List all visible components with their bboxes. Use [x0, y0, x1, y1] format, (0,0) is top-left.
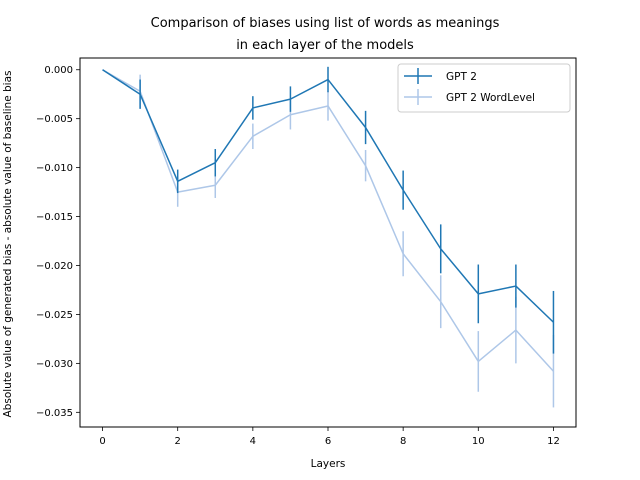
chart-title-line-2: in each layer of the models	[236, 38, 414, 53]
chart-title: Comparison of biases using list of words…	[151, 16, 500, 53]
y-tick-label: −0.025	[36, 310, 73, 321]
y-tick-label: −0.020	[36, 261, 73, 272]
series-layer	[102, 66, 555, 408]
x-tick-label: 10	[472, 436, 485, 447]
x-tick-label: 0	[99, 436, 105, 447]
x-tick-label: 2	[175, 436, 181, 447]
y-tick-label: −0.030	[36, 359, 73, 370]
legend-box	[397, 63, 571, 113]
legend-label-gpt2-wordlevel: GPT 2 WordLevel	[446, 92, 535, 104]
y-tick-label: 0.000	[44, 65, 73, 76]
x-axis-label: Layers	[311, 458, 346, 470]
y-tick-label: −0.035	[36, 408, 73, 419]
y-axis-label: Absolute value of generated bias - absol…	[2, 71, 14, 418]
legend: GPT 2 GPT 2 WordLevel	[397, 63, 571, 113]
x-axis: 0 2 4 6 8 10 12	[99, 427, 560, 447]
x-tick-label: 12	[547, 436, 560, 447]
y-tick-label: −0.015	[36, 212, 73, 223]
chart-title-line-1: Comparison of biases using list of words…	[151, 16, 500, 31]
y-axis: 0.000 −0.005 −0.010 −0.015 −0.020 −0.025 −0.03…	[36, 65, 80, 419]
legend-label-gpt2: GPT 2	[446, 71, 477, 83]
x-tick-label: 8	[400, 436, 406, 447]
series-gpt-2	[102, 66, 555, 354]
x-tick-label: 6	[325, 436, 331, 447]
y-tick-label: −0.010	[36, 163, 73, 174]
x-tick-label: 4	[250, 436, 256, 447]
y-tick-label: −0.005	[36, 114, 73, 125]
